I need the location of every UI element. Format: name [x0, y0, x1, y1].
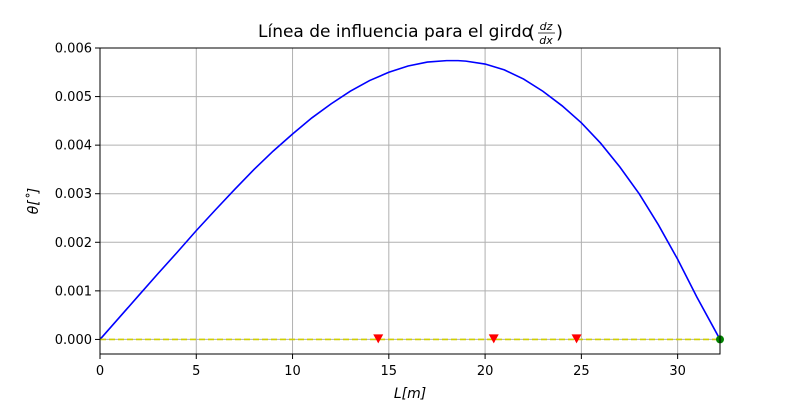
- y-tick-label: 0.003: [55, 187, 92, 202]
- x-tick-label: 10: [284, 364, 301, 379]
- title-fraction-numerator: dz: [540, 20, 553, 33]
- x-tick-label: 30: [669, 364, 686, 379]
- x-axis-label: L[m]: [394, 386, 426, 400]
- grid-lines: [99, 47, 720, 354]
- plot-frame: [99, 47, 721, 355]
- title-fraction-open-paren: (: [528, 22, 535, 43]
- y-tick-label: 0.006: [55, 42, 92, 57]
- series-layer: [99, 59, 721, 341]
- title-fraction-close-paren: ): [556, 22, 563, 43]
- y-tick-label: 0.002: [55, 236, 92, 251]
- x-tick-label: 25: [573, 364, 590, 379]
- title-fraction-denominator: dx: [539, 34, 553, 47]
- x-tick-label: 20: [477, 364, 494, 379]
- axis-ticks: 0 5 10 15 20 25 30 0.000 0.001 0.002 0.003 0.004 0.0…: [55, 42, 686, 380]
- x-tick-label: 5: [192, 364, 200, 379]
- y-tick-label: 0.004: [55, 139, 92, 154]
- x-tick-label: 15: [381, 364, 398, 379]
- y-tick-label: 0.001: [55, 284, 92, 299]
- chart-title: Línea de influencia para el girdo: [258, 22, 532, 42]
- load-position-marker: [571, 334, 582, 344]
- y-axis-label: θ[˚]: [25, 188, 42, 215]
- x-tick-label: 0: [96, 364, 104, 379]
- influence-line-curve: [99, 59, 721, 340]
- y-tick-label: 0.005: [55, 90, 92, 105]
- load-position-marker: [373, 334, 384, 344]
- y-tick-label: 0.000: [55, 333, 92, 348]
- load-position-marker: [488, 334, 499, 344]
